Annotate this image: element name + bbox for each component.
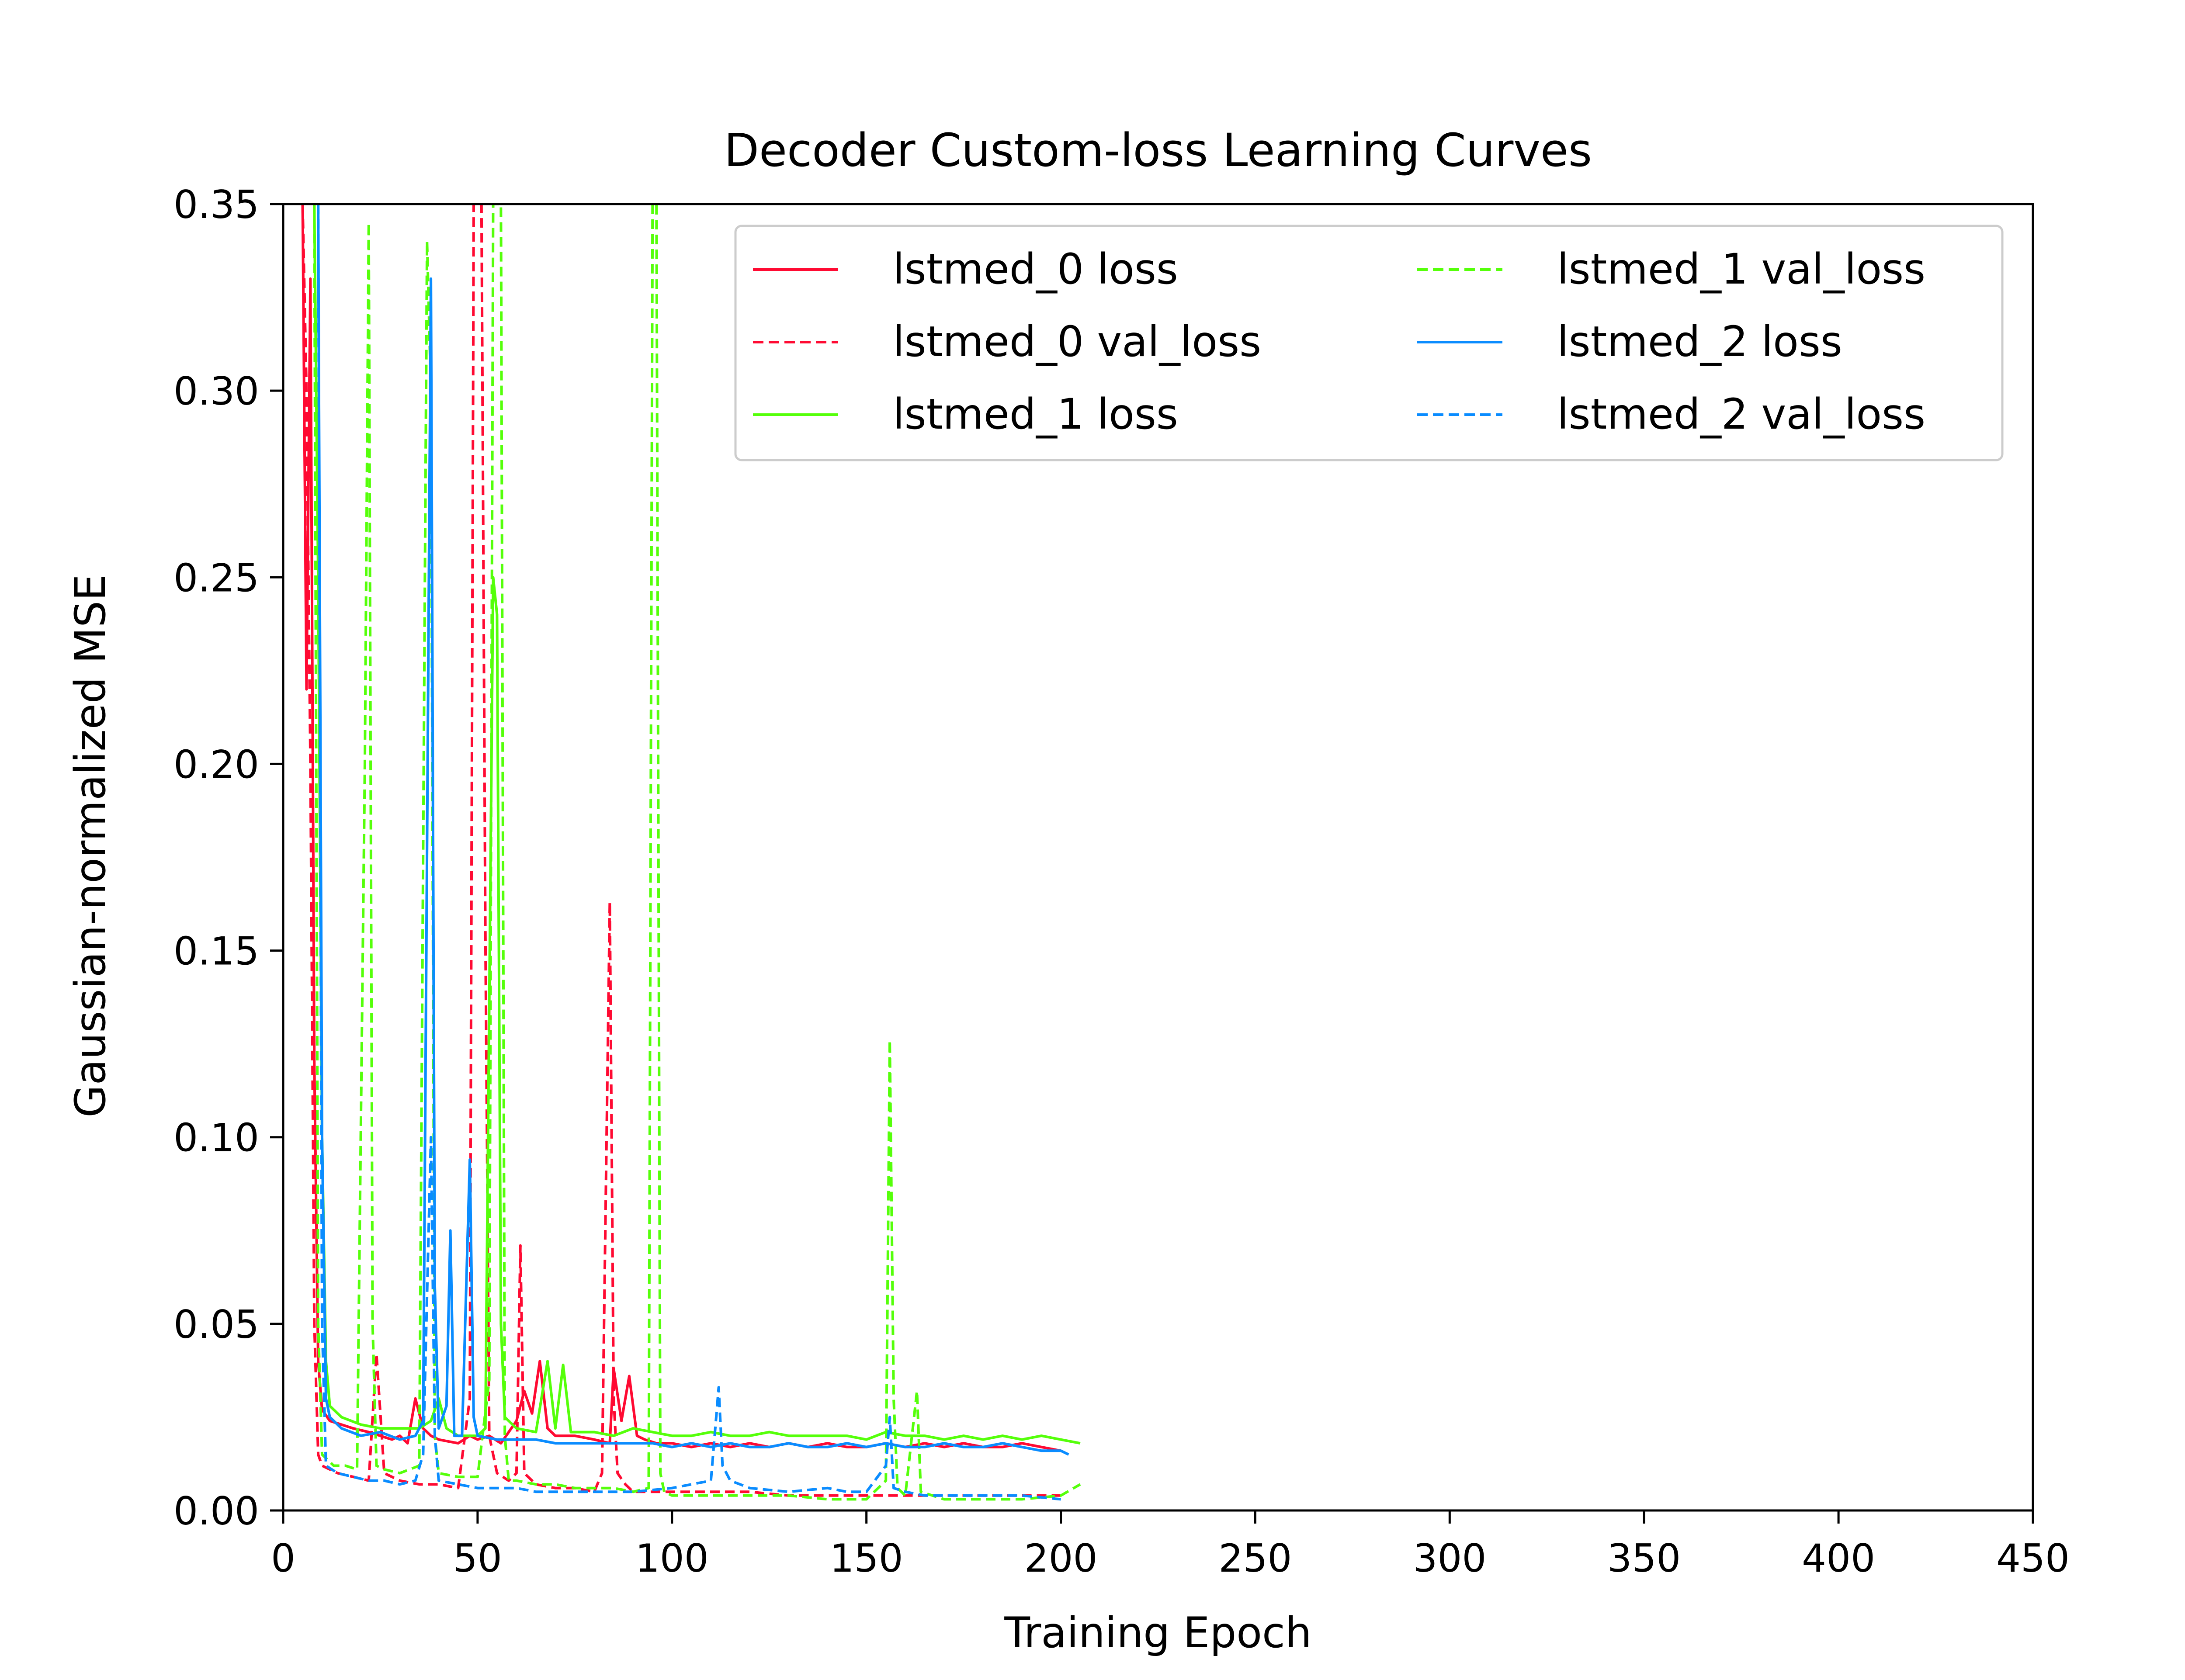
legend-label: lstmed_0 val_loss — [893, 317, 1261, 366]
legend-item-lstmed-2-loss: lstmed_2 loss — [1417, 317, 1842, 366]
y-tick-label: 0.30 — [173, 369, 259, 414]
x-tick-label: 400 — [1802, 1536, 1875, 1581]
series-line-lstmed-1-loss — [313, 204, 1081, 1445]
x-tick-label: 250 — [1218, 1536, 1292, 1581]
y-tick-label: 0.05 — [173, 1302, 259, 1347]
series-line-lstmed-2-val-loss — [317, 204, 1061, 1501]
x-tick-label: 450 — [1996, 1536, 2070, 1581]
legend-item-lstmed-0-val-loss: lstmed_0 val_loss — [753, 317, 1261, 366]
y-tick-label: 0.25 — [173, 555, 259, 600]
chart-title: Decoder Custom-loss Learning Curves — [724, 124, 1592, 177]
legend-item-lstmed-2-val-loss: lstmed_2 val_loss — [1417, 390, 1925, 439]
y-axis-label: Gaussian-normalized MSE — [66, 574, 115, 1117]
x-tick-label: 300 — [1413, 1536, 1486, 1581]
plot-series — [301, 204, 1081, 1501]
x-tick-label: 150 — [830, 1536, 903, 1581]
x-tick-label: 0 — [271, 1536, 295, 1581]
x-tick-label: 200 — [1024, 1536, 1098, 1581]
x-tick-label: 50 — [453, 1536, 502, 1581]
series-line-lstmed-0-val-loss — [301, 204, 1061, 1497]
legend-label: lstmed_2 val_loss — [1557, 390, 1925, 439]
legend-item-lstmed-1-val-loss: lstmed_1 val_loss — [1417, 245, 1925, 294]
series-line-lstmed-2-loss — [317, 204, 1069, 1456]
x-tick-label: 100 — [635, 1536, 709, 1581]
legend-box — [734, 225, 2004, 461]
legend-item-lstmed-0-loss: lstmed_0 loss — [753, 245, 1178, 294]
y-tick-label: 0.00 — [173, 1489, 259, 1534]
series-line-lstmed-1-val-loss — [313, 204, 1081, 1501]
y-tick-label: 0.35 — [173, 182, 259, 227]
y-tick-label: 0.10 — [173, 1115, 259, 1160]
x-axis-label: Training Epoch — [1004, 1608, 1311, 1657]
legend-label: lstmed_0 loss — [893, 245, 1178, 294]
legend: lstmed_0 loss lstmed_0 val_loss lstmed_1 l… — [734, 225, 2004, 461]
legend-label: lstmed_1 val_loss — [1557, 245, 1925, 294]
legend-label: lstmed_2 loss — [1557, 317, 1842, 366]
axis-ticks: 0 50 100 150 200 250 300 350 400 450 0.00 0.05 0.10 0… — [173, 182, 2070, 1581]
legend-label: lstmed_1 loss — [893, 390, 1178, 439]
legend-item-lstmed-1-loss: lstmed_1 loss — [753, 390, 1178, 439]
y-tick-label: 0.15 — [173, 929, 259, 974]
y-tick-label: 0.20 — [173, 742, 259, 787]
x-tick-label: 350 — [1607, 1536, 1681, 1581]
plot-frame — [282, 203, 2034, 1512]
